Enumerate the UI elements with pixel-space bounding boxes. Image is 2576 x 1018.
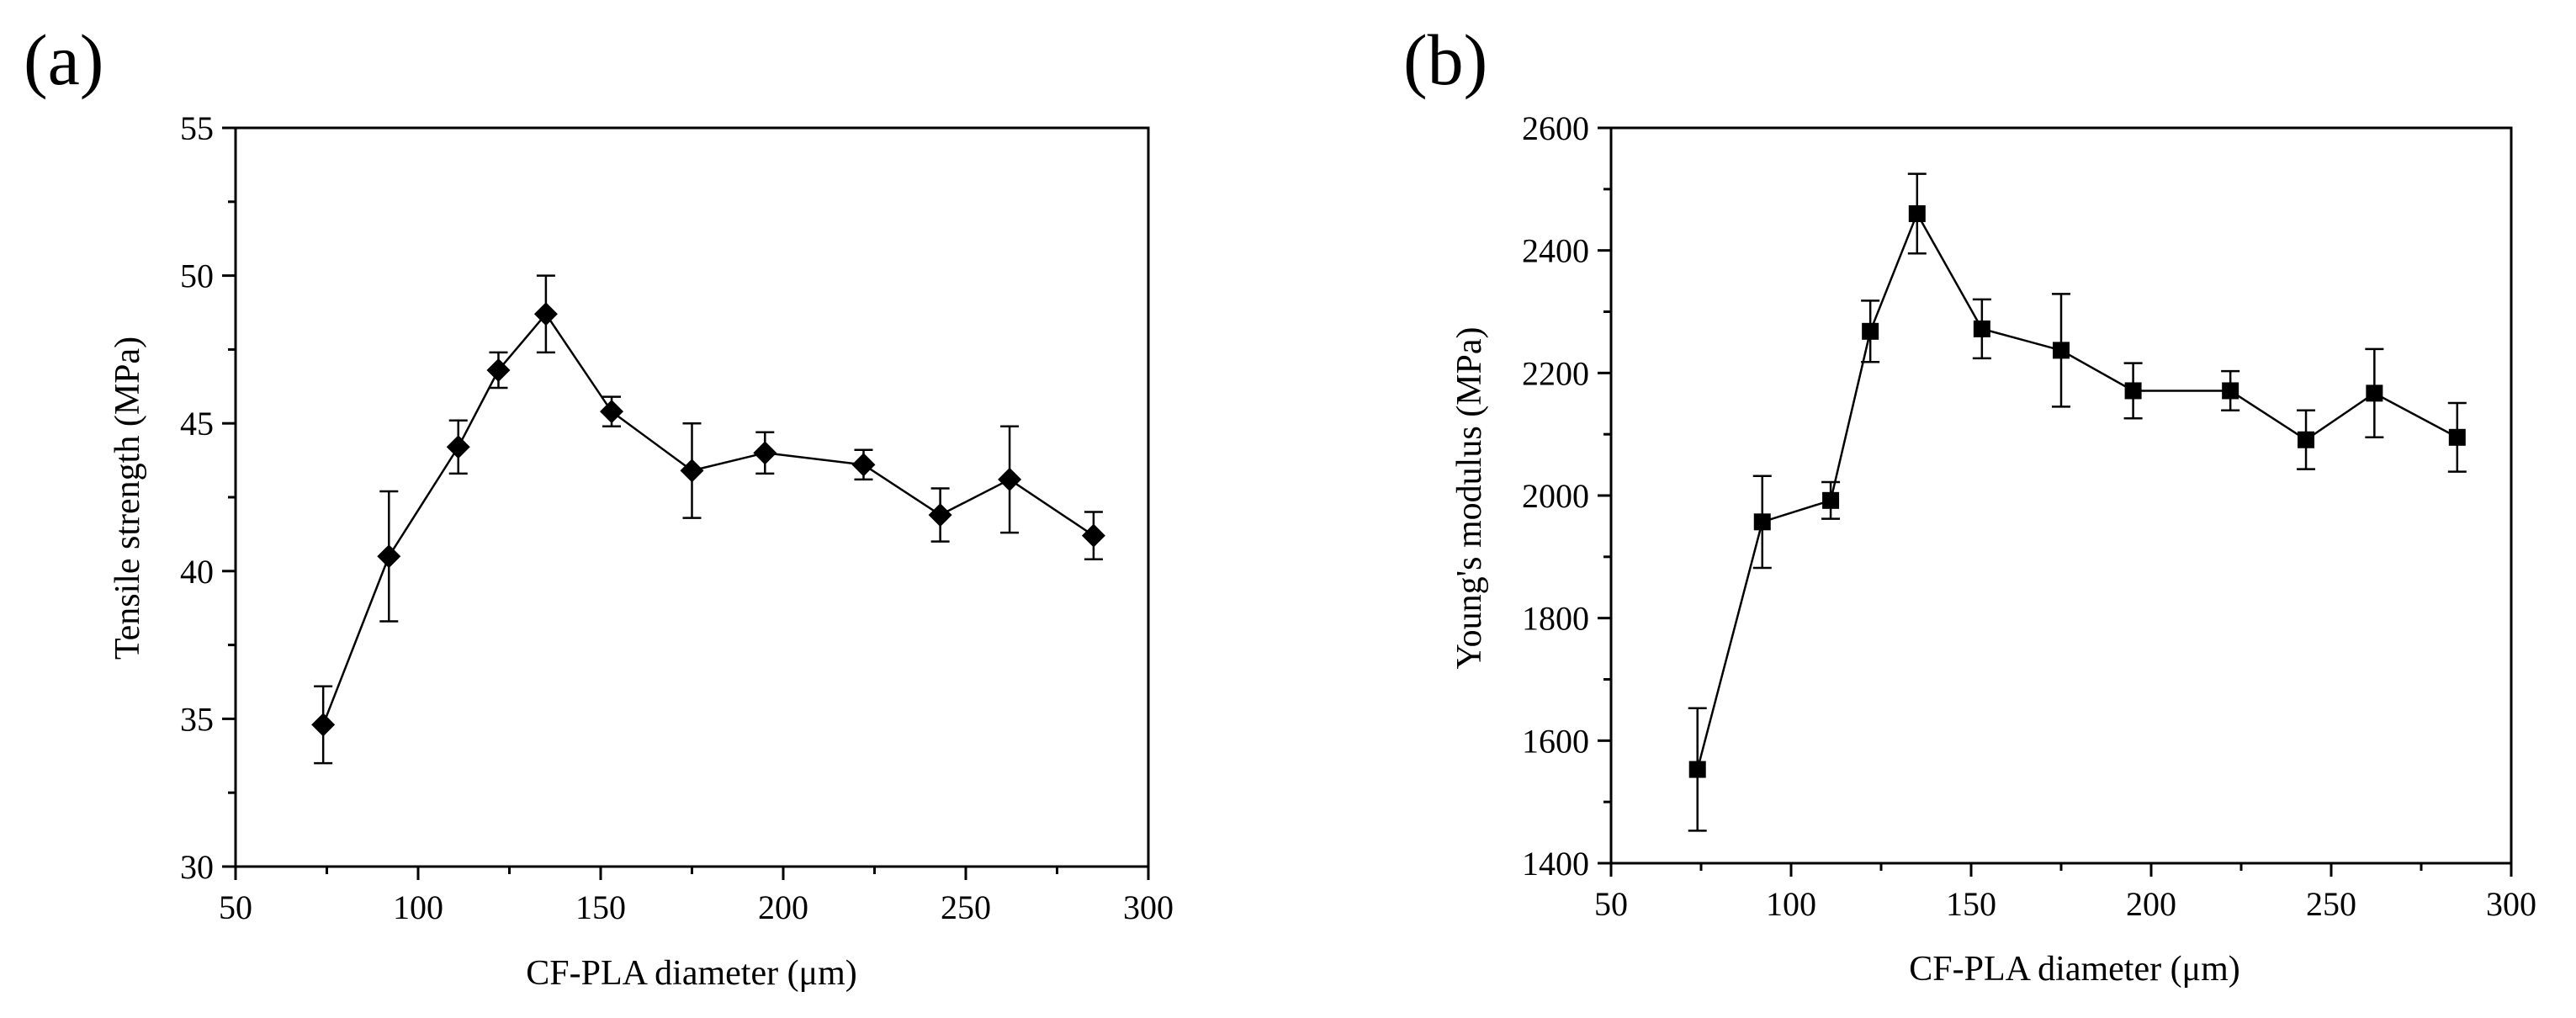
y-tick-label: 55 xyxy=(180,109,214,147)
x-tick-label: 250 xyxy=(2306,885,2356,923)
x-tick-label: 250 xyxy=(941,888,991,926)
data-point xyxy=(2222,382,2239,400)
data-point xyxy=(2448,428,2466,446)
y-tick-label: 1600 xyxy=(1522,722,1589,760)
data-point xyxy=(1908,204,1926,222)
series-line xyxy=(1696,211,2458,770)
x-tick-label: 50 xyxy=(1594,885,1628,923)
data-point xyxy=(2053,342,2070,359)
x-tick-label: 100 xyxy=(1766,885,1816,923)
x-tick-label: 200 xyxy=(758,888,808,926)
y-tick-label: 2000 xyxy=(1522,477,1589,515)
data-point xyxy=(446,435,470,459)
y-tick-label: 2600 xyxy=(1522,109,1589,147)
y-tick-label: 2200 xyxy=(1522,354,1589,392)
x-axis-title: CF-PLA diameter (μm) xyxy=(526,954,856,993)
data-point xyxy=(311,713,336,737)
panel-b: (b) 1400 1600 1800 2000 2200 2400 2600 50 100 150 2… xyxy=(1403,19,2536,989)
y-tick-label: 40 xyxy=(180,553,214,591)
panel-label: (b) xyxy=(1403,19,1487,100)
data-point xyxy=(928,503,952,528)
data-point xyxy=(600,400,624,424)
series-line xyxy=(321,312,1095,725)
x-tick-label: 50 xyxy=(219,888,252,926)
data-point xyxy=(486,358,511,382)
y-tick-label: 35 xyxy=(180,700,214,738)
data-point xyxy=(1973,320,1990,337)
data-point xyxy=(377,544,401,569)
data-point xyxy=(1753,513,1771,531)
x-tick-label: 100 xyxy=(393,888,443,926)
data-point xyxy=(753,441,777,465)
y-tick-label: 1400 xyxy=(1522,845,1589,883)
data-point xyxy=(998,467,1022,491)
panel-a: (a) 30 35 40 45 50 55 50 100 150 200 250 300 CF-PLA d… xyxy=(24,19,1174,993)
y-tick-label: 2400 xyxy=(1522,232,1589,270)
x-tick-label: 150 xyxy=(1946,885,1996,923)
data-point xyxy=(1862,322,1879,340)
y-tick-label: 50 xyxy=(180,257,214,295)
y-tick-label: 45 xyxy=(180,405,214,443)
x-tick-label: 200 xyxy=(2126,885,2176,923)
data-point xyxy=(1081,523,1105,548)
y-axis-title: Tensile strength (MPa) xyxy=(109,337,147,660)
x-tick-label: 150 xyxy=(575,888,626,926)
data-point xyxy=(680,459,704,483)
plot-frame xyxy=(1609,126,2513,865)
data-point xyxy=(533,302,558,326)
y-axis-title: Young's modulus (MPa) xyxy=(1450,326,1489,669)
x-axis-title: CF-PLA diameter (μm) xyxy=(1909,950,2239,989)
data-point xyxy=(1822,491,1840,509)
data-point xyxy=(2366,384,2383,402)
y-tick-label: 1800 xyxy=(1522,600,1589,638)
y-tick-label: 30 xyxy=(180,848,214,886)
x-tick-label: 300 xyxy=(2486,885,2536,923)
data-point xyxy=(2298,431,2315,448)
data-point xyxy=(2124,382,2142,400)
data-point xyxy=(851,453,876,477)
x-tick-label: 300 xyxy=(1123,888,1174,926)
data-point xyxy=(1688,761,1706,778)
panel-label: (a) xyxy=(24,19,103,100)
